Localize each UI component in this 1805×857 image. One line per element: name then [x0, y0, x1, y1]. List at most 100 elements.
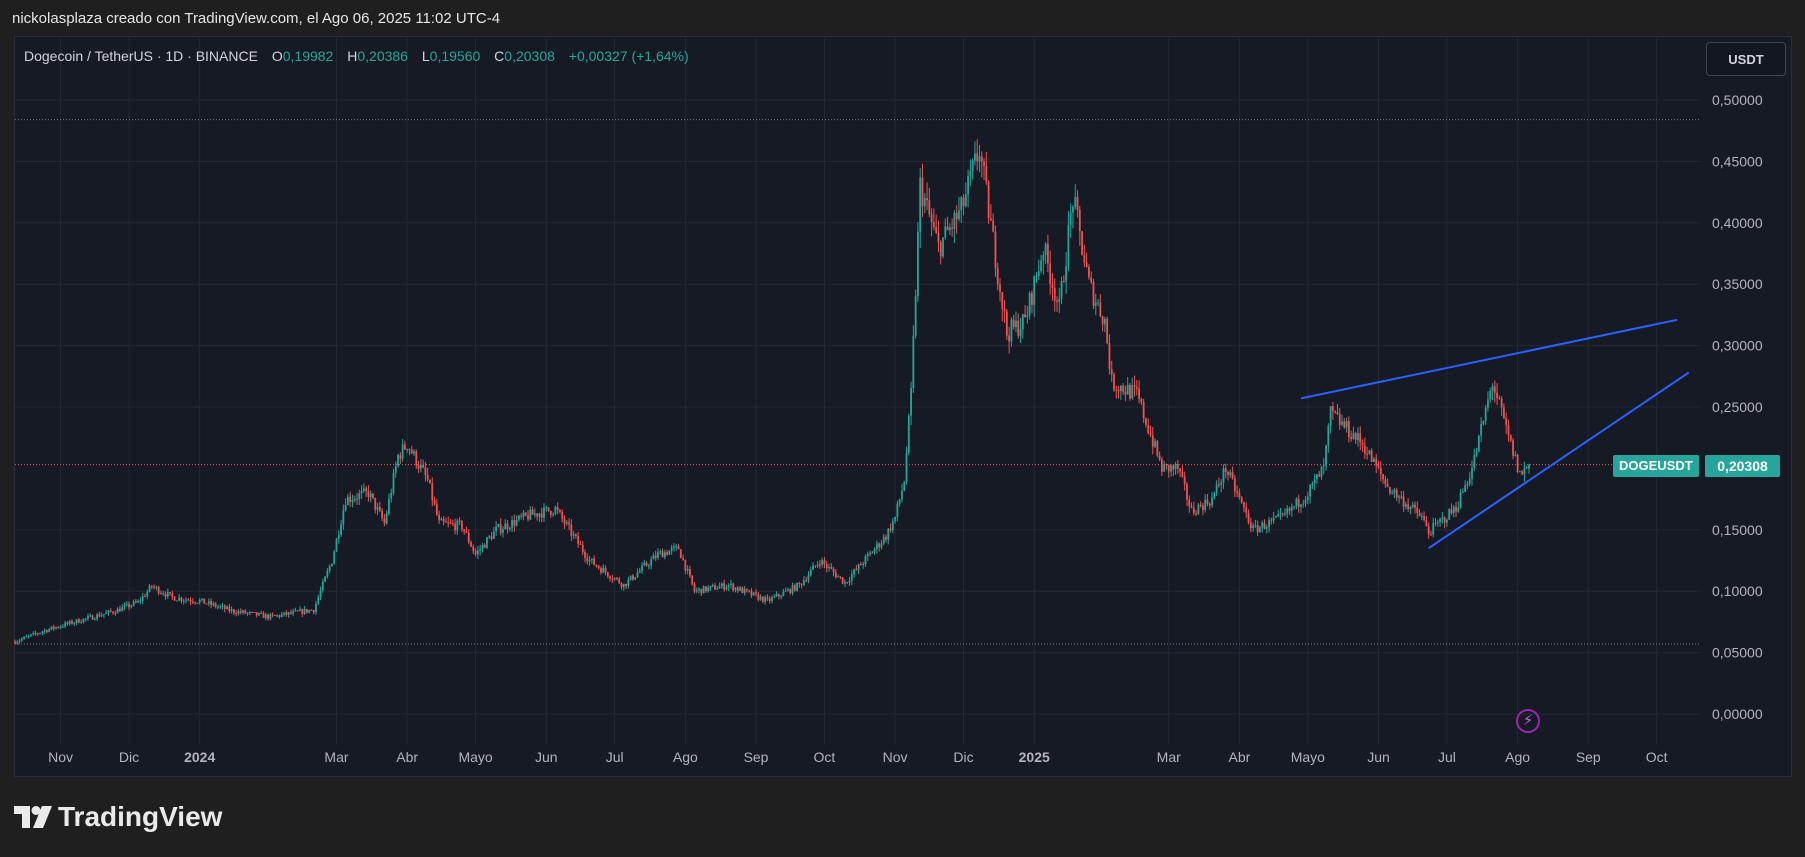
x-tick-label: Sep: [1576, 749, 1601, 765]
candle-body: [1001, 291, 1004, 309]
candle-body: [283, 612, 285, 615]
candle-body: [999, 284, 1001, 292]
candle-body: [590, 558, 593, 561]
candle-body: [572, 534, 575, 536]
candle-body: [650, 559, 653, 566]
candle-body: [830, 566, 833, 569]
candle-body: [1464, 485, 1467, 492]
x-tick-label: Jun: [1367, 749, 1390, 765]
candle-body: [1145, 418, 1147, 425]
candle-body: [974, 153, 976, 161]
candle-body: [342, 510, 345, 525]
candle-body: [1008, 335, 1011, 342]
candle-body: [1345, 421, 1348, 428]
candle-body: [410, 449, 413, 454]
candle-body: [1450, 509, 1453, 514]
candle-body: [1268, 519, 1270, 528]
candle-body: [1227, 471, 1229, 476]
candle-body: [1514, 454, 1517, 456]
candle-body: [1414, 504, 1416, 508]
brand-name: TradingView: [58, 801, 223, 832]
candle-body: [80, 622, 83, 624]
candle-body: [48, 629, 51, 632]
candle-body: [641, 565, 643, 571]
x-tick-label: Dic: [953, 749, 973, 765]
candle-body: [604, 567, 607, 573]
candle-body: [1411, 504, 1414, 507]
candle-body: [470, 542, 472, 547]
candle-body: [716, 588, 719, 590]
candle-body: [1151, 435, 1154, 447]
candle-body: [964, 194, 967, 207]
candle-body: [575, 534, 577, 537]
candle-body: [540, 513, 543, 518]
close-label: C: [494, 48, 505, 64]
candle-body: [1436, 522, 1439, 524]
candle-body: [1206, 499, 1209, 504]
candle-body: [798, 582, 801, 585]
candle-body: [39, 632, 41, 634]
candle-body: [978, 156, 981, 162]
candle-body: [700, 588, 703, 594]
candle-body: [684, 559, 687, 571]
candle-body: [358, 493, 361, 500]
candle-body: [766, 597, 769, 599]
candle-body: [1491, 386, 1494, 392]
candle-body: [825, 564, 828, 569]
candle-body: [205, 603, 208, 605]
tradingview-brand[interactable]: TradingView: [14, 800, 222, 834]
candle-body: [1320, 466, 1323, 477]
candle-body: [438, 514, 441, 521]
candle-body: [579, 543, 582, 545]
candle-body: [1211, 497, 1213, 506]
candle-body: [846, 582, 849, 584]
candle-body: [602, 567, 605, 573]
candle-body: [1060, 281, 1063, 299]
candle-body: [388, 498, 390, 514]
candle-body: [228, 606, 231, 612]
candle-body: [620, 583, 623, 588]
candle-body: [1181, 471, 1184, 477]
symbol-title[interactable]: Dogecoin / TetherUS · 1D · BINANCE: [24, 48, 258, 64]
candle-body: [394, 465, 397, 473]
currency-unit-button[interactable]: USDT: [1706, 42, 1786, 76]
candle-body: [278, 615, 281, 617]
candle-body: [828, 566, 830, 569]
candle-body: [1190, 506, 1193, 508]
candle-body: [251, 611, 254, 613]
candle-body: [556, 507, 559, 510]
candle-body: [155, 586, 158, 588]
candle-body: [1085, 262, 1088, 267]
candle-body: [1496, 392, 1498, 399]
candle-body: [1446, 519, 1448, 523]
candle-body: [844, 582, 846, 584]
candle-body: [704, 586, 707, 592]
candle-body: [292, 611, 295, 614]
candle-body: [1133, 385, 1136, 387]
candle-body: [1341, 421, 1343, 425]
candle-body: [52, 626, 55, 629]
candle-body: [538, 513, 541, 517]
candle-body: [276, 615, 279, 617]
candle-body: [609, 576, 612, 579]
candle-body: [1363, 445, 1366, 454]
candle-body: [431, 483, 434, 501]
candle-body: [1003, 308, 1006, 312]
candle-body: [1072, 206, 1074, 213]
candle-body: [917, 231, 919, 297]
candle-body: [853, 569, 855, 575]
candle-body: [454, 523, 456, 531]
candle-body: [682, 558, 684, 560]
candle-body: [1284, 513, 1286, 515]
candle-body: [536, 513, 539, 517]
candle-body: [905, 452, 908, 483]
candle-body: [1389, 487, 1391, 494]
candle-body: [1430, 534, 1432, 536]
candle-body: [166, 592, 169, 597]
candle-body: [1503, 407, 1505, 419]
flash-icon[interactable]: ⚡: [1516, 709, 1540, 733]
candle-body: [764, 597, 767, 602]
y-tick-label: 0,30000: [1712, 338, 1763, 354]
candle-body: [25, 636, 28, 638]
